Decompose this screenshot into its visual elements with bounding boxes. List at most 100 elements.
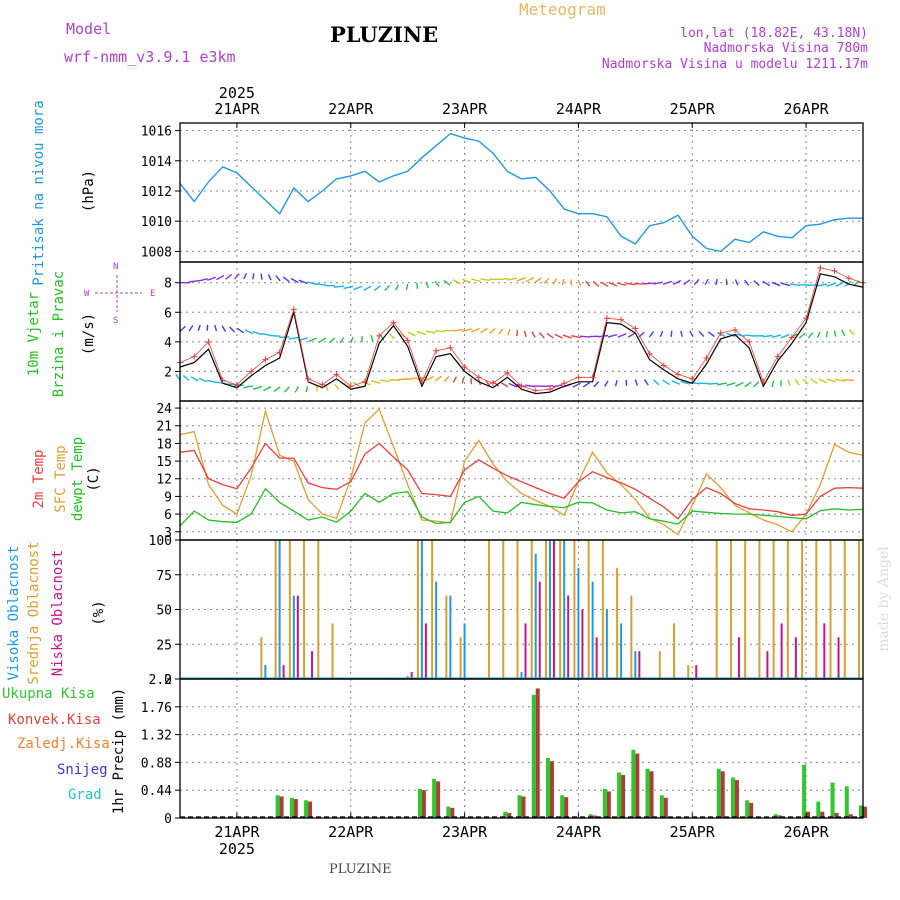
cloud-mid-bar	[630, 595, 633, 679]
wind-arrow	[270, 334, 281, 337]
wind-arrow	[810, 378, 818, 385]
wind-ylabel-2: Brzina i Pravac	[51, 270, 67, 398]
wind-arrow	[670, 330, 673, 337]
cloud-mid-bar	[274, 540, 277, 679]
wind-arrow	[471, 327, 480, 333]
wind-arrow	[762, 334, 773, 338]
wind-arrow	[780, 282, 791, 287]
wind-arrow	[802, 378, 809, 385]
wind-arrow	[407, 377, 418, 381]
wind-arrow	[305, 386, 309, 393]
compass-cross	[95, 275, 142, 312]
cloud-high-bar	[463, 623, 466, 679]
wind-arrow	[835, 378, 845, 382]
cloud-mid-bar	[559, 540, 562, 679]
wind-arrow	[252, 331, 263, 336]
cloud-mid-bar	[445, 595, 448, 679]
wind-arrow	[507, 329, 511, 336]
cloud-mid-bar	[815, 540, 818, 679]
temp-ylabel-2: SFC Temp	[53, 445, 69, 513]
cloud-low-bar	[581, 609, 584, 679]
cloud-low-bar	[552, 540, 555, 679]
precip-convective-bar	[621, 775, 626, 818]
y-tick-label: 3	[164, 526, 172, 541]
wind-arrow	[214, 324, 218, 332]
wind-arrow	[398, 378, 409, 381]
wind-arrow	[443, 375, 450, 383]
wind-arrow	[771, 380, 775, 387]
cloud-low-bar	[837, 637, 840, 679]
precip-convective-bar	[535, 688, 540, 818]
wind-arrow	[554, 333, 563, 339]
wind-arrow	[833, 330, 837, 337]
precip-convective-bar	[436, 781, 441, 818]
wind-arrow	[835, 281, 844, 288]
wind-arrow	[290, 277, 299, 284]
x-bottom-label: 21APR	[214, 823, 260, 841]
wind-arrow	[653, 379, 660, 386]
wind-arrow	[689, 330, 694, 337]
precip-convective-bar	[806, 811, 811, 818]
wind-arrow	[534, 277, 542, 284]
wind-arrow	[771, 334, 782, 339]
precip-total-bar	[645, 768, 650, 818]
wind-arrow	[308, 337, 317, 343]
precip-ylabel: 1hr Precip (mm)	[111, 687, 127, 815]
wind-arrow	[643, 282, 654, 285]
precip-convective-bar	[549, 761, 554, 818]
wind-arrow	[826, 378, 836, 383]
wind-arrow	[616, 282, 627, 287]
wind-arrow	[267, 274, 272, 281]
wind-arrow	[225, 273, 233, 280]
wind-arrow	[582, 381, 591, 388]
cloud-mid-bar	[843, 540, 846, 679]
y-tick-label: 0.88	[141, 756, 172, 771]
dewpt-line	[179, 487, 864, 527]
wind-arrow	[353, 285, 363, 291]
wind-arrow	[182, 374, 190, 381]
cloud-mid-bar	[331, 623, 334, 679]
wind-arrow	[662, 379, 670, 386]
wind-arrow	[498, 328, 504, 335]
compass-w: W	[84, 289, 90, 299]
wind-arrow	[207, 276, 217, 281]
cloud-mid-bar	[303, 540, 306, 679]
cloud-high-bar	[563, 540, 566, 679]
precip-total-bar	[446, 806, 451, 818]
wind-arrow	[543, 277, 550, 284]
wind-arrow	[744, 279, 750, 286]
cloud-mid-bar	[829, 540, 832, 679]
wind-arrow	[787, 379, 791, 387]
pressure-unit: (hPa)	[81, 169, 97, 213]
cloud-mid-bar	[715, 540, 718, 679]
y-tick-label: 1010	[141, 215, 172, 230]
precip-convective-bar	[592, 815, 597, 818]
cloud-mid-bar	[772, 540, 775, 679]
wind-arrow	[252, 273, 255, 280]
precip-total-bar	[631, 749, 636, 818]
wind-arrow	[577, 279, 582, 287]
wind-arrow	[175, 374, 181, 381]
wind-arrow	[780, 333, 790, 339]
cloud-low-bar	[311, 651, 314, 679]
wind-arrow	[608, 281, 618, 287]
wind-arrow	[339, 337, 345, 344]
x-top-label: 21APR	[214, 100, 260, 118]
wind-arrow	[579, 335, 590, 338]
cloud-mid-bar	[786, 540, 789, 679]
wind-arrow	[592, 280, 600, 287]
y-tick-label: 12	[156, 473, 172, 488]
precip-convective-bar	[450, 807, 455, 818]
precip-total-bar	[545, 757, 550, 818]
wind-arrow	[425, 375, 434, 381]
wind-arrow	[229, 326, 236, 333]
wind-arrow	[207, 379, 217, 384]
precip-total-bar	[745, 800, 750, 818]
wind-arrow	[480, 327, 488, 334]
x-top-label: 25APR	[670, 100, 716, 118]
wind-arrow	[508, 382, 518, 388]
precip-total-bar	[560, 795, 565, 818]
precip-total-bar	[802, 764, 807, 818]
x-bottom-label: 22APR	[328, 823, 374, 841]
